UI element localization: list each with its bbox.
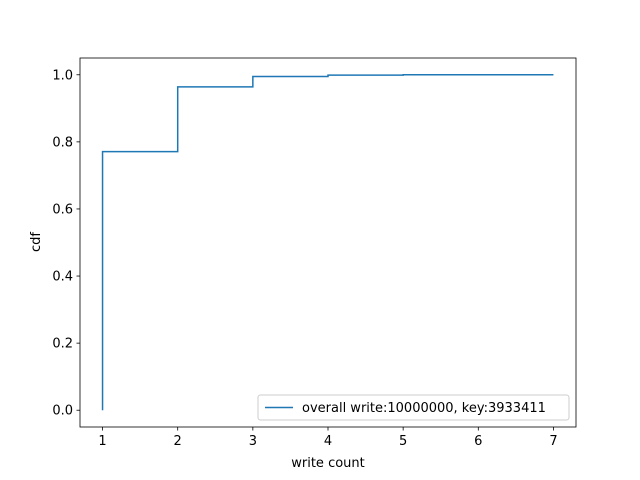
legend-box: [257, 394, 570, 421]
legend-label-0: overall write:10000000, key:3933411: [302, 401, 546, 416]
x-tick-label: 2: [174, 434, 182, 449]
legend: overall write:10000000, key:3933411: [257, 394, 570, 421]
y-tick-label: 0.8: [52, 135, 73, 150]
x-tick-label: 7: [549, 434, 557, 449]
x-tick-label: 5: [399, 434, 407, 449]
y-tick-label: 1.0: [52, 68, 73, 83]
y-tick-label: 0.0: [52, 404, 73, 419]
y-axis-label: cdf: [29, 232, 44, 252]
x-tick-label: 1: [98, 434, 106, 449]
y-tick-label: 0.2: [52, 337, 73, 352]
series-line-0: [101, 74, 554, 411]
plot-area: [101, 74, 554, 411]
axes-frame: [79, 57, 577, 428]
x-tick-label: 6: [474, 434, 482, 449]
y-tick-label: 0.4: [52, 270, 73, 285]
y-tick-label: 0.6: [52, 202, 73, 217]
x-axis-label: write count: [291, 456, 365, 471]
axes: 1 2 3 4 5 6 7 0.0 0.2 0.4 0.6 0.8 1.0: [52, 57, 577, 449]
x-tick-label: 3: [249, 434, 257, 449]
x-tick-label: 4: [324, 434, 332, 449]
